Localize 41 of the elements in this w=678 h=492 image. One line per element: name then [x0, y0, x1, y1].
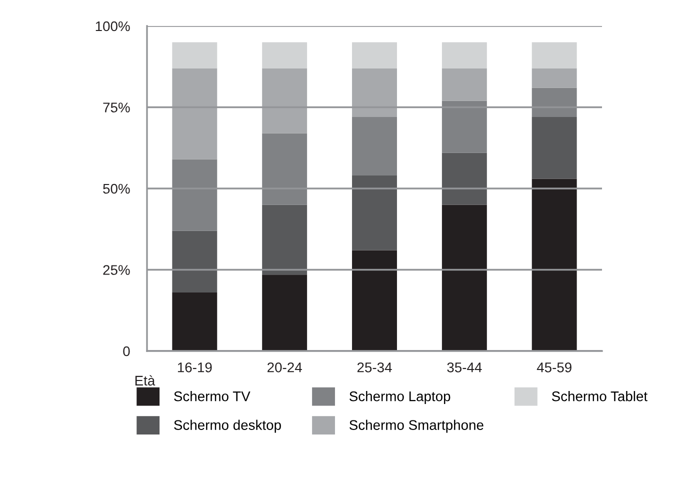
bar	[262, 68, 308, 134]
x-tick-label: 20-24	[268, 362, 302, 372]
x-axis-title: Età	[135, 375, 156, 386]
legend-label: Schermo Laptop	[350, 391, 450, 404]
bar	[172, 159, 218, 231]
bar	[352, 117, 397, 176]
y-tick-label: 100%	[96, 21, 130, 32]
bar	[532, 88, 577, 117]
bar	[442, 100, 487, 153]
bar	[442, 204, 487, 351]
bar	[262, 204, 308, 275]
bar	[352, 42, 397, 68]
bar	[442, 68, 487, 101]
bar	[262, 42, 308, 68]
y-tick-label: 0	[123, 346, 130, 356]
bar	[532, 68, 577, 88]
bar	[172, 42, 218, 68]
bar	[442, 42, 487, 68]
bar	[532, 42, 577, 68]
x-tick-label: 16-19	[178, 362, 212, 372]
bar	[352, 176, 397, 250]
bar	[262, 133, 308, 205]
y-tick-label: 50%	[103, 184, 130, 194]
bar	[532, 178, 577, 351]
bar	[352, 250, 397, 351]
x-tick-label: 45-59	[536, 362, 572, 372]
legend-label: Schermo Smartphone	[350, 420, 484, 433]
bar	[352, 68, 397, 117]
legend-label: Schermo Tablet	[552, 391, 648, 402]
bar	[442, 152, 487, 205]
bar	[262, 274, 308, 351]
bar	[532, 117, 577, 179]
bar	[172, 292, 218, 351]
legend-label: Schermo TV	[174, 391, 250, 402]
bar	[172, 230, 218, 292]
y-tick-label: 75%	[103, 102, 130, 112]
x-tick-label: 35-44	[447, 362, 482, 372]
bar	[172, 68, 218, 160]
x-tick-label: 25-34	[357, 362, 392, 372]
y-tick-label: 25%	[103, 265, 130, 275]
legend-label: Schermo desktop	[174, 420, 281, 433]
